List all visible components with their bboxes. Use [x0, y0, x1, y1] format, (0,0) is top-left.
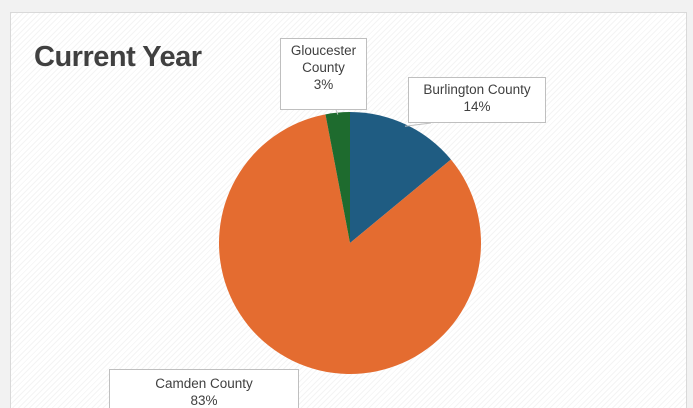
leader-line-gloucester [335, 109, 339, 115]
pie-slices [218, 112, 481, 375]
pie-slice-gloucester-county [325, 112, 350, 243]
data-label-gloucester-name: Gloucester County [290, 43, 357, 75]
data-label-burlington-name: Burlington County [423, 82, 531, 97]
data-label-camden-name: Camden County [155, 376, 253, 391]
data-label-camden-value: 83% [190, 393, 218, 408]
leader-lines [335, 109, 432, 127]
data-label-gloucester: Gloucester County 3% [280, 38, 367, 110]
data-label-camden: Camden County 83% [109, 369, 299, 408]
leader-line-burlington [404, 122, 432, 127]
pie-slice-camden-county [218, 114, 481, 375]
pie-slice-burlington-county [350, 112, 451, 243]
pie-chart [218, 109, 481, 375]
data-label-gloucester-value: 3% [313, 77, 334, 92]
data-label-burlington: Burlington County 14% [408, 77, 546, 123]
data-label-burlington-value: 14% [463, 99, 491, 114]
chart-area: Current Year Gloucester County 3% Burlin… [10, 12, 687, 408]
chart-title: Current Year [34, 41, 202, 73]
